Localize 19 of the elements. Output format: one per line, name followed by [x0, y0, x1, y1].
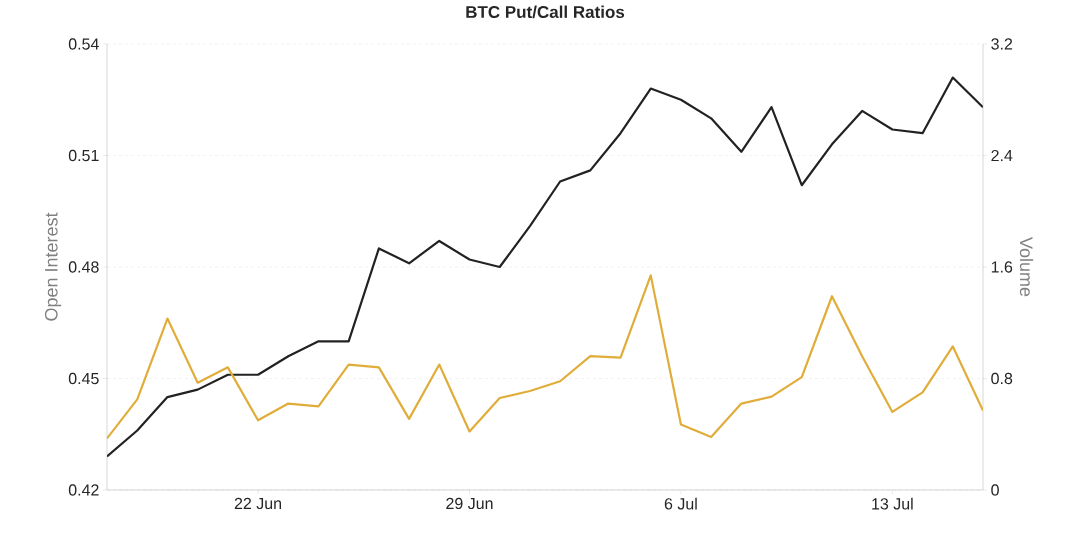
y2-tick-label: 0.8	[991, 372, 1013, 385]
y-tick-label: 0.45	[68, 372, 99, 385]
x-tick-label: 6 Jul	[664, 497, 697, 510]
y-tick-label: 0.42	[68, 484, 99, 496]
y2-axis-title: Volume	[1019, 237, 1034, 297]
y2-tick-label: 1.6	[991, 261, 1013, 273]
y2-tick-label: 0	[991, 484, 999, 496]
chart-title: BTC Put/Call Ratios	[466, 5, 625, 19]
y-tick-label: 0.48	[68, 261, 99, 273]
line-series	[107, 76, 983, 458]
y2-tick-label: 2.4	[991, 149, 1013, 162]
y-tick-label: 0.51	[68, 149, 99, 162]
x-tick-label: 29 Jun	[446, 497, 493, 510]
line-series	[107, 274, 983, 440]
y-axis-title: Open Interest	[44, 212, 62, 321]
y-tick-label: 0.54	[68, 38, 99, 50]
x-tick-label: 22 Jun	[234, 497, 281, 510]
y2-tick-label: 3.2	[991, 38, 1013, 50]
x-tick-label: 13 Jul	[872, 497, 913, 510]
